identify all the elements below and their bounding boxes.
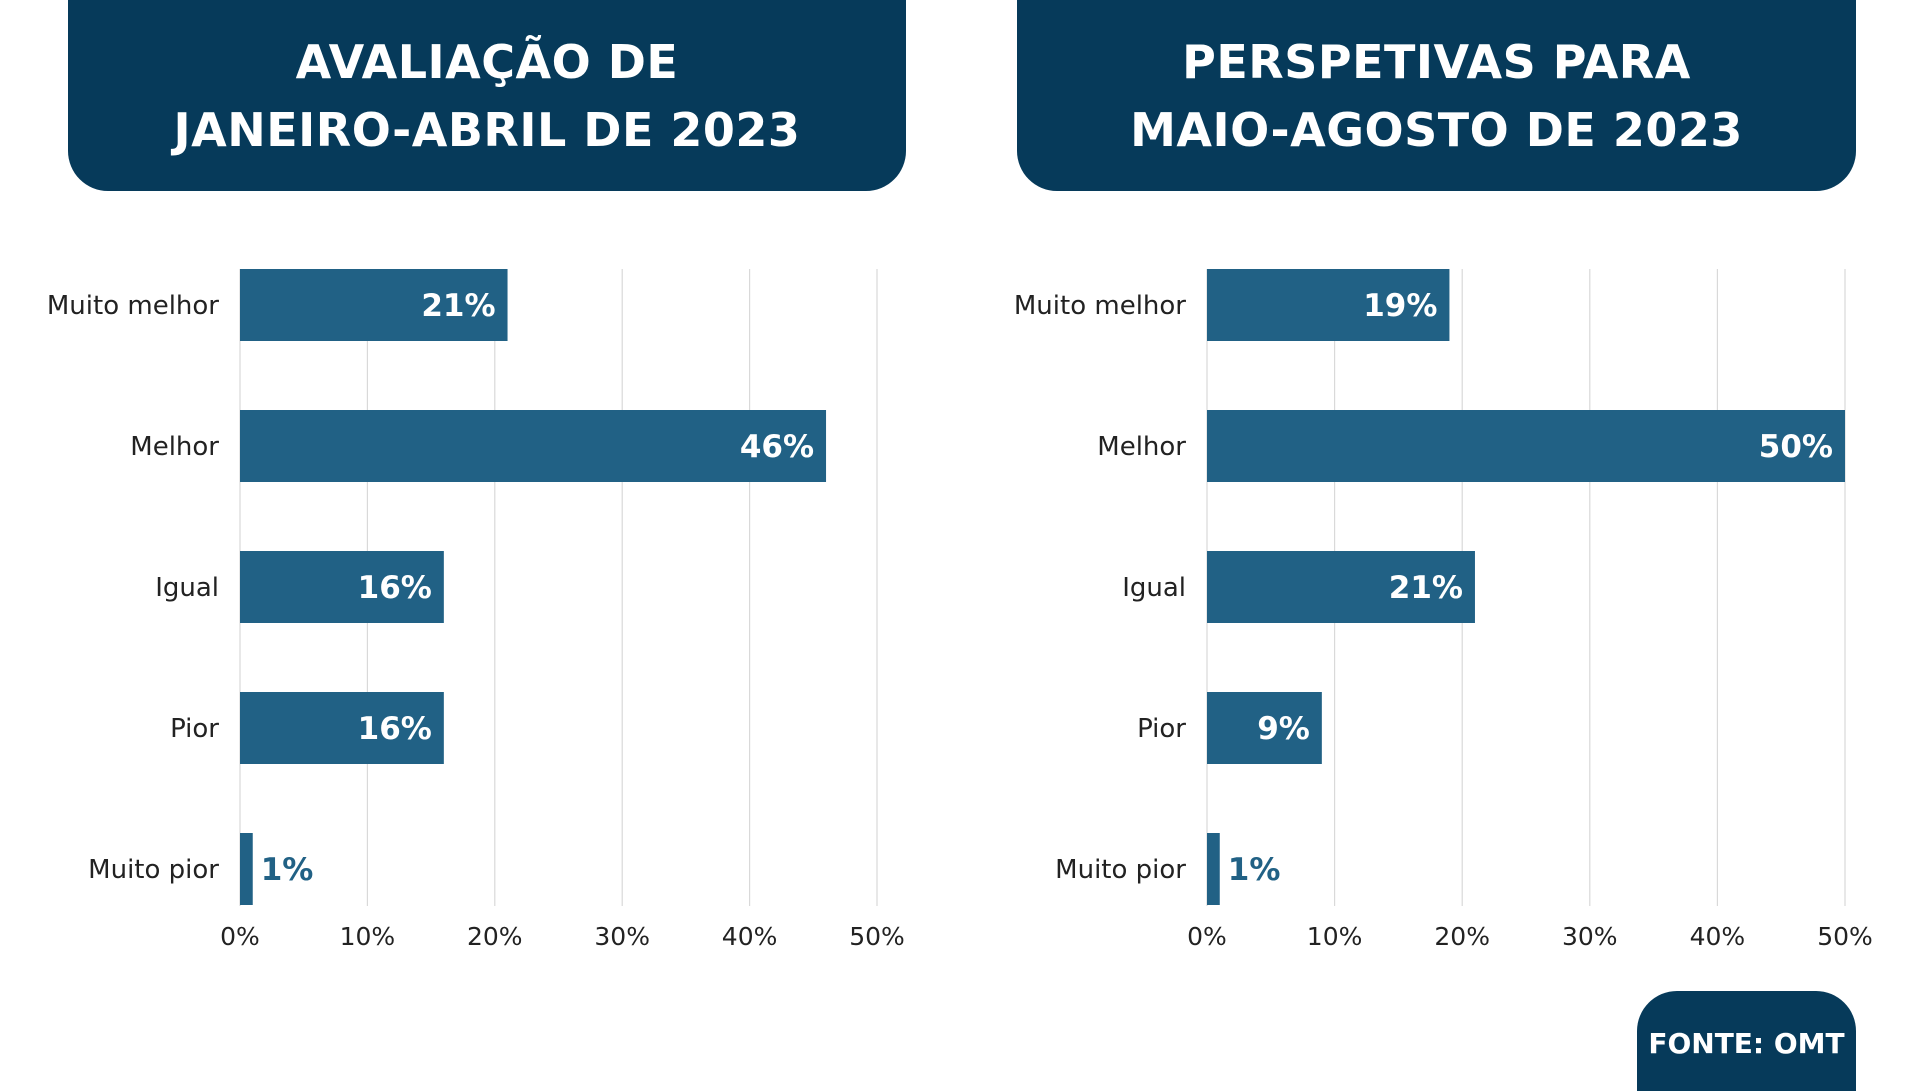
left-bar	[240, 692, 444, 764]
left-category-label: Igual	[155, 573, 219, 603]
right-data-label: 50%	[1759, 429, 1833, 465]
left-bar	[240, 551, 444, 623]
left-x-tick-label: 10%	[340, 922, 396, 951]
left-bar	[240, 833, 253, 905]
left-x-tick-label: 20%	[467, 922, 523, 951]
left-bar	[240, 269, 508, 341]
right-bar	[1207, 269, 1450, 341]
right-category-label: Melhor	[1097, 432, 1186, 462]
right-header-line1: PERSPETIVAS PARA	[1182, 34, 1691, 89]
left-x-tick-label: 50%	[849, 922, 905, 951]
left-bar	[240, 410, 827, 482]
right-bar	[1207, 833, 1220, 905]
right-data-label: 9%	[1257, 711, 1310, 747]
left-category-label: Pior	[170, 714, 219, 744]
right-category-label: Igual	[1122, 573, 1186, 603]
right-x-tick-label: 10%	[1307, 922, 1363, 951]
left-data-label: 16%	[358, 711, 432, 747]
left-data-label: 46%	[740, 429, 814, 465]
right-bar	[1207, 551, 1475, 623]
left-category-label: Muito melhor	[47, 291, 219, 321]
right-category-label: Muito melhor	[1014, 291, 1186, 321]
right-x-tick-label: 0%	[1187, 922, 1227, 951]
source-badge: FONTE: OMT	[1637, 991, 1856, 1091]
left-header-line2: JANEIRO-ABRIL DE 2023	[173, 102, 801, 157]
right-x-tick-label: 40%	[1690, 922, 1746, 951]
left-data-label: 21%	[421, 288, 495, 324]
right-data-label: 1%	[1228, 852, 1281, 888]
right-category-label: Muito pior	[1055, 855, 1186, 885]
left-x-tick-label: 40%	[722, 922, 778, 951]
source-label: FONTE: OMT	[1648, 1027, 1845, 1060]
right-category-label: Pior	[1137, 714, 1186, 744]
right-bar	[1207, 410, 1845, 482]
right-x-tick-label: 30%	[1562, 922, 1618, 951]
left-data-label: 1%	[261, 852, 314, 888]
right-data-label: 21%	[1389, 570, 1463, 606]
left-x-tick-label: 30%	[594, 922, 650, 951]
left-category-label: Melhor	[130, 432, 219, 462]
left-header-line1: AVALIAÇÃO DE	[295, 34, 679, 89]
right-chart-header: PERSPETIVAS PARA MAIO-AGOSTO DE 2023	[1017, 0, 1856, 191]
right-header-line2: MAIO-AGOSTO DE 2023	[1130, 102, 1743, 157]
right-data-label: 19%	[1363, 288, 1437, 324]
left-chart-header: AVALIAÇÃO DE JANEIRO-ABRIL DE 2023	[68, 0, 906, 191]
right-x-tick-label: 50%	[1817, 922, 1873, 951]
left-category-label: Muito pior	[88, 855, 219, 885]
left-x-tick-label: 0%	[220, 922, 260, 951]
left-data-label: 16%	[358, 570, 432, 606]
right-x-tick-label: 20%	[1434, 922, 1490, 951]
right-bar	[1207, 692, 1322, 764]
